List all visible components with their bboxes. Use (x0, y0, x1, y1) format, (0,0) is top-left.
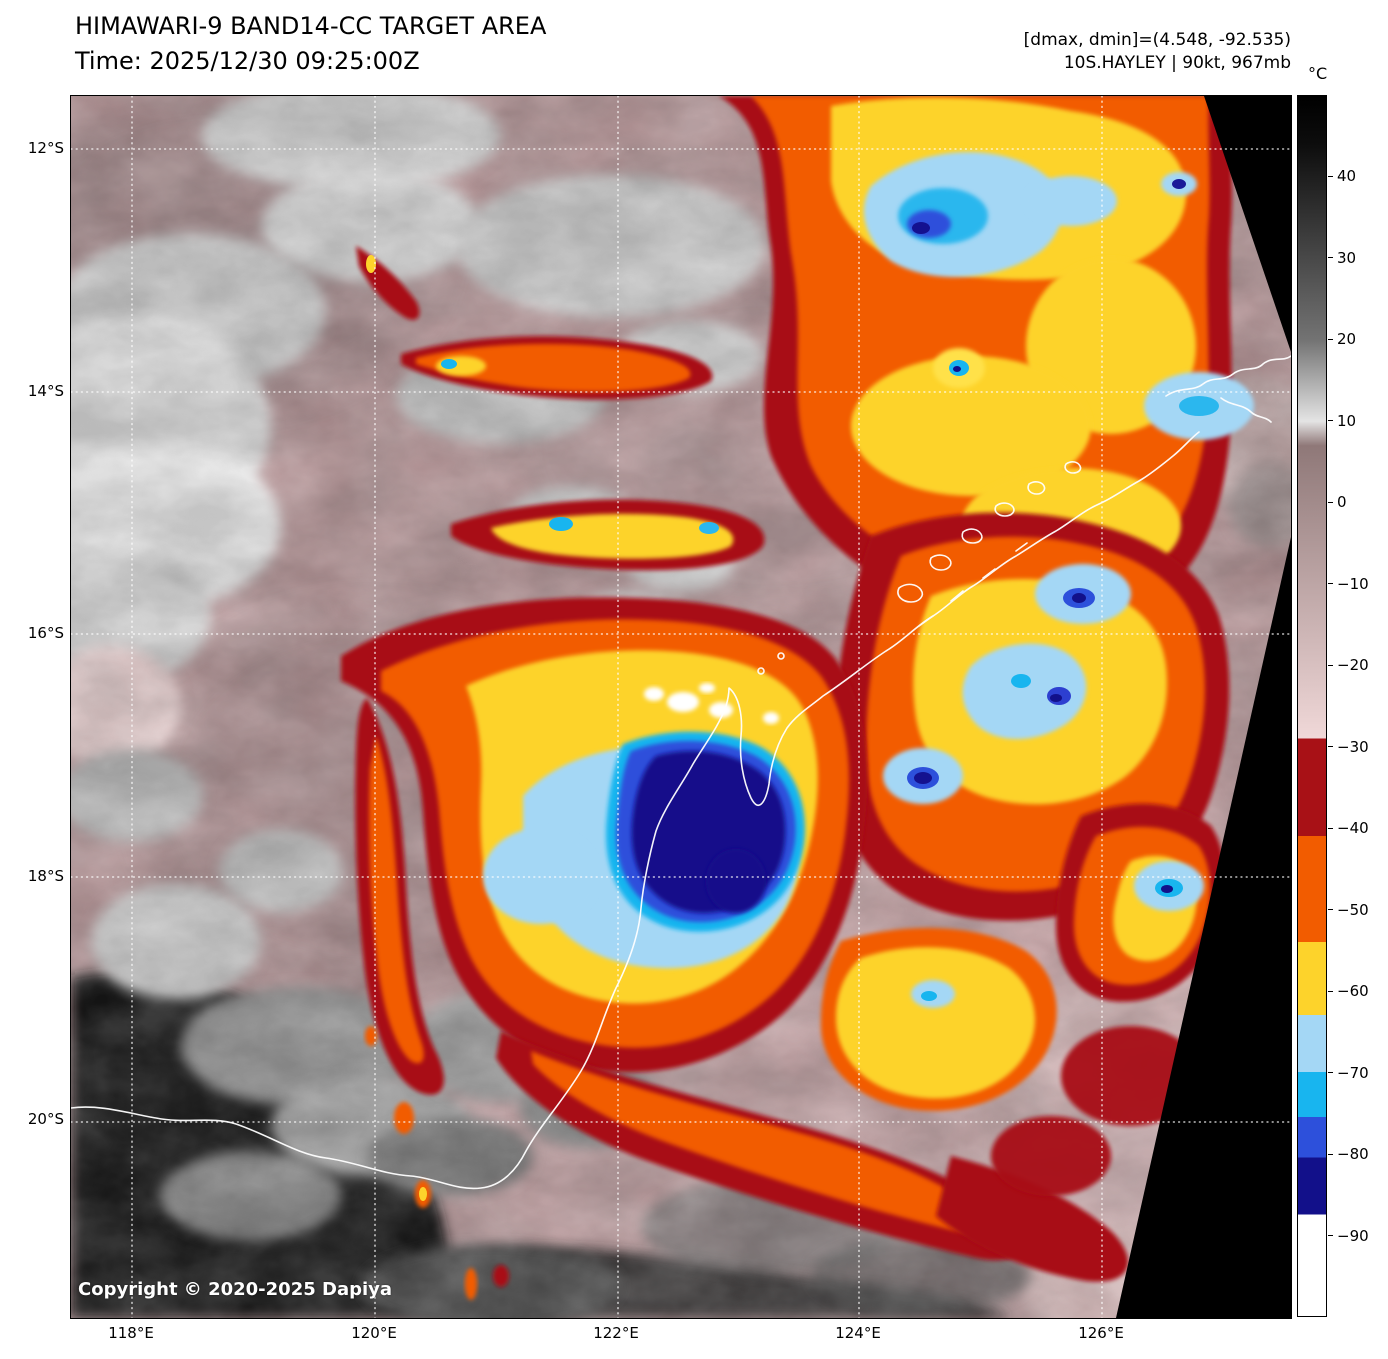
lat-tick-label: 16°S (27, 624, 64, 642)
satellite-image (71, 96, 1291, 1318)
colorbar-tick-label: −30 (1337, 737, 1369, 756)
colorbar-tick-mark (1328, 1072, 1333, 1074)
colorbar-tick-label: 10 (1337, 411, 1357, 430)
timestamp: Time: 2025/12/30 09:25:00Z (75, 47, 420, 75)
cold-cloud-regions (341, 96, 1254, 1300)
colorbar-tick-label: −10 (1337, 574, 1369, 593)
colorbar-tick-label: −40 (1337, 819, 1369, 838)
colorbar-tick-mark (1328, 175, 1333, 177)
colorbar-tick-label: −80 (1337, 1145, 1369, 1164)
colorbar-tick-mark (1328, 583, 1333, 585)
colorbar-tick-mark (1328, 909, 1333, 911)
colorbar-tick-label: −60 (1337, 982, 1369, 1001)
lat-tick-label: 18°S (27, 867, 64, 885)
colorbar-tick-label: 30 (1337, 248, 1357, 267)
colorbar-tick-label: 20 (1337, 330, 1357, 349)
lon-tick-label: 118°E (108, 1324, 154, 1342)
colorbar-tick-mark (1328, 827, 1333, 829)
colorbar-tick-mark (1328, 1153, 1333, 1155)
colorbar-tick-mark (1328, 664, 1333, 666)
lat-tick-label: 14°S (27, 382, 64, 400)
lon-tick-label: 120°E (351, 1324, 397, 1342)
lat-tick-label: 12°S (27, 139, 64, 157)
colorbar-tick-mark (1328, 338, 1333, 340)
colorbar-tick-mark (1328, 257, 1333, 259)
lat-tick-label: 20°S (27, 1110, 64, 1128)
colorbar-tick-mark (1328, 746, 1333, 748)
graticule (71, 96, 1291, 1318)
page-title: HIMAWARI-9 BAND14-CC TARGET AREA (75, 12, 547, 40)
storm-info: 10S.HAYLEY | 90kt, 967mb (1063, 53, 1291, 73)
lon-tick-label: 122°E (593, 1324, 639, 1342)
colorbar-tick-label: −50 (1337, 900, 1369, 919)
colorbar-tick-label: −70 (1337, 1063, 1369, 1082)
colorbar-tick-mark (1328, 420, 1333, 422)
lon-tick-label: 124°E (835, 1324, 881, 1342)
colorbar-gradient (1297, 95, 1327, 1317)
copyright-watermark: Copyright © 2020-2025 Dapiya (78, 1279, 393, 1300)
coastlines (71, 355, 1291, 1190)
no-data-region (1116, 96, 1291, 1318)
satellite-map (70, 95, 1292, 1319)
colorbar-tick-label: 0 (1337, 493, 1347, 512)
colorbar-tick-label: 40 (1337, 167, 1357, 186)
dmax-dmin-info: [dmax, dmin]=(4.548, -92.535) (1023, 30, 1291, 50)
colorbar-tick-mark (1328, 990, 1333, 992)
colorbar-unit-label: °C (1308, 64, 1328, 83)
colorbar-tick-label: −20 (1337, 656, 1369, 675)
colorbar-tick-mark (1328, 501, 1333, 503)
lon-tick-label: 126°E (1078, 1324, 1124, 1342)
colorbar-tick-label: −90 (1337, 1226, 1369, 1245)
colorbar-tick-mark (1328, 1235, 1333, 1237)
